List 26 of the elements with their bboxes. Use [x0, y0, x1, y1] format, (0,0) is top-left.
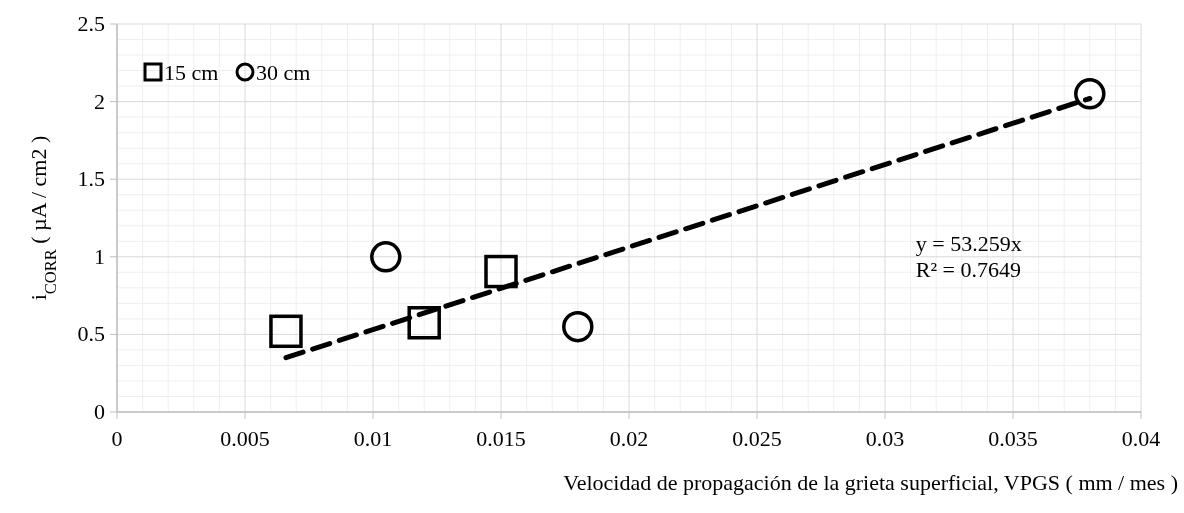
point	[1074, 78, 1106, 110]
y-tick-label: 1.5	[77, 166, 105, 192]
x-tick-label: 0.025	[732, 426, 782, 451]
x-tick-label: 0.04	[1121, 426, 1161, 451]
y-tick-label: 2	[94, 88, 105, 114]
y-tick-label: 0.5	[77, 321, 105, 347]
x-tick-label: 0	[111, 426, 123, 451]
y-tick-label: 2.5	[77, 11, 105, 36]
x-tick-label: 0.02	[609, 426, 649, 451]
x-tick-label: 0.03	[865, 426, 905, 451]
point	[484, 254, 518, 289]
point	[407, 306, 441, 340]
y-tick-label: 1	[94, 243, 105, 269]
point	[562, 310, 594, 343]
legend-label: 15 cm	[164, 60, 219, 85]
annotation: y = 53.259x	[915, 230, 1022, 256]
x-axis-title: Velocidad de propagación de la grieta superficial, VPGS ( mm / mes )	[563, 470, 1178, 495]
x-tick-label: 0.01	[353, 426, 393, 451]
point	[269, 314, 303, 349]
x-tick-label: 0.005	[220, 426, 270, 451]
x-tick-label: 0.015	[476, 426, 526, 451]
x-tick-label: 0.035	[988, 426, 1038, 451]
annotation: R² = 0.7649	[915, 256, 1021, 282]
y-tick-label: 0	[94, 399, 105, 424]
legend-label: 30 cm	[256, 60, 311, 85]
point	[370, 241, 402, 273]
